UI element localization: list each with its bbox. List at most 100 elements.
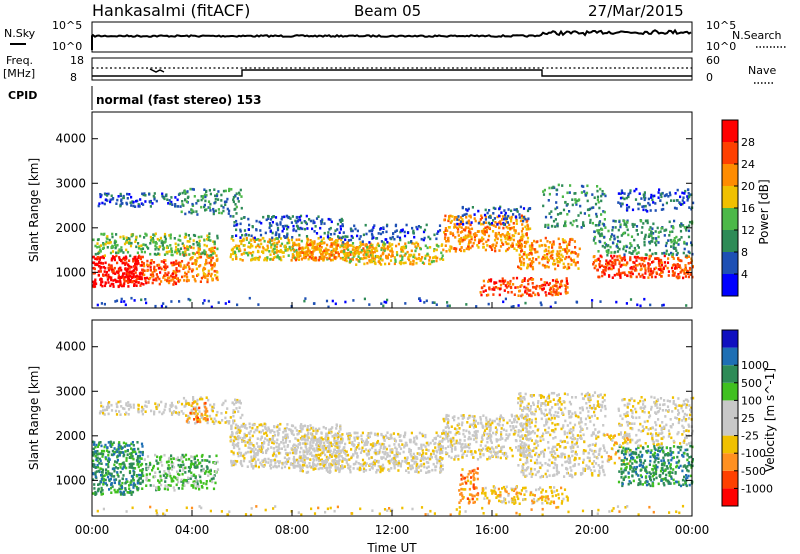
power-cell: [578, 198, 581, 201]
velocity-cell: [173, 489, 176, 492]
velocity-cell: [161, 412, 164, 416]
velocity-cell: [131, 450, 134, 454]
power-cell: [642, 222, 645, 225]
velocity-cell: [132, 457, 135, 461]
power-cell: [595, 215, 598, 218]
power-cell: [349, 250, 353, 254]
power-cell: [154, 244, 157, 248]
power-cell: [366, 261, 369, 265]
velocity-cell: [290, 424, 294, 427]
power-cell: [263, 239, 266, 243]
power-cell: [503, 235, 507, 239]
power-cell: [169, 236, 172, 240]
power-cell: [451, 215, 454, 218]
velocity-cell: [96, 445, 100, 448]
power-cell: [178, 269, 181, 273]
power-cell: [271, 239, 274, 242]
power-cell: [623, 222, 626, 226]
power-cell: [472, 233, 475, 236]
power-cell: [513, 247, 516, 250]
velocity-cell: [256, 437, 259, 440]
velocity-cell: [132, 482, 135, 485]
power-cell: [505, 220, 508, 224]
power-cell: [565, 279, 568, 283]
power-cell: [634, 198, 638, 201]
power-cell: [174, 204, 177, 208]
power-cell: [508, 216, 511, 220]
velocity-cell: [236, 436, 239, 440]
power-colorbar-tick-label: 28: [741, 136, 755, 149]
power-cell: [617, 270, 621, 274]
power-cell: [598, 263, 601, 266]
power-cell: [556, 280, 559, 284]
velocity-cell: [133, 447, 136, 451]
power-cell: [636, 244, 639, 247]
power-cell: [555, 292, 558, 295]
y-tick-label: 2000: [55, 221, 86, 235]
power-cell: [626, 228, 629, 232]
power-cell: [245, 236, 248, 240]
power-cell: [475, 234, 478, 237]
velocity-cell: [153, 412, 156, 416]
power-cell: [278, 233, 281, 236]
velocity-cell: [170, 457, 173, 461]
power-cell: [231, 235, 234, 238]
power-cell: [674, 267, 677, 270]
power-cell: [299, 254, 302, 257]
power-cell: [635, 187, 638, 191]
velocity-cell: [267, 461, 270, 464]
velocity-cell: [118, 487, 121, 491]
power-cell: [579, 211, 582, 215]
power-cell: [623, 271, 626, 274]
velocity-cell: [230, 438, 233, 442]
power-cell: [639, 304, 642, 308]
power-cell: [171, 272, 174, 276]
velocity-cell: [152, 466, 155, 470]
power-cell: [674, 263, 677, 267]
power-cell: [570, 263, 573, 266]
velocity-cell: [229, 435, 232, 439]
power-cell: [379, 227, 382, 230]
velocity-cell: [176, 456, 179, 459]
velocity-cell: [93, 487, 96, 490]
power-cell: [647, 267, 650, 270]
power-cell: [648, 258, 651, 261]
power-cell: [664, 244, 668, 248]
power-cell: [477, 241, 481, 244]
power-cell: [562, 266, 565, 269]
velocity-cell: [334, 456, 337, 460]
power-cell: [232, 252, 235, 255]
power-cell: [482, 279, 485, 283]
power-cell: [282, 255, 285, 258]
power-cell: [629, 258, 632, 261]
power-cell: [685, 304, 688, 307]
power-cell: [178, 192, 181, 195]
velocity-cell: [208, 414, 212, 418]
velocity-cell: [226, 420, 229, 423]
power-cell: [690, 241, 693, 244]
velocity-cell: [148, 472, 151, 476]
velocity-cell: [196, 416, 199, 420]
power-cell: [360, 257, 363, 260]
power-cell: [484, 218, 487, 221]
power-cell: [624, 273, 627, 276]
power-cell: [690, 257, 693, 260]
power-cell: [492, 286, 495, 290]
power-cell: [395, 244, 398, 248]
power-cell: [97, 273, 100, 277]
velocity-cell: [170, 468, 174, 471]
power-cell: [235, 228, 238, 232]
power-cell: [551, 293, 554, 297]
velocity-cell: [321, 467, 324, 470]
velocity-cell: [284, 452, 288, 455]
power-cell: [185, 200, 188, 203]
power-cell: [597, 257, 600, 261]
power-cell: [207, 206, 210, 209]
velocity-cell: [206, 418, 209, 421]
power-cell: [198, 245, 201, 248]
velocity-cell: [118, 443, 121, 446]
power-cell: [178, 300, 181, 303]
velocity-cell: [276, 449, 279, 452]
power-cell: [126, 197, 129, 200]
power-cell: [458, 242, 461, 246]
